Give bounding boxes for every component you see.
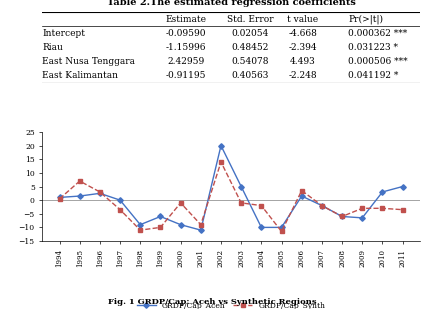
GRDP/Cap_Synth <box>138 228 143 232</box>
GRDP/Cap_Synth <box>77 179 82 183</box>
GRDP/Cap_Synth <box>117 208 123 212</box>
Text: -2.248: -2.248 <box>288 71 317 80</box>
Text: 0.000506 ***: 0.000506 *** <box>348 57 408 66</box>
Text: Intercept: Intercept <box>42 29 85 38</box>
Text: East Kalimantan: East Kalimantan <box>42 71 118 80</box>
GRDP/Cap_Aceh <box>178 223 183 226</box>
Text: 0.54078: 0.54078 <box>231 57 269 66</box>
Text: -0.91195: -0.91195 <box>165 71 206 80</box>
GRDP/Cap_Synth <box>57 197 62 201</box>
Text: 4.493: 4.493 <box>290 57 315 66</box>
GRDP/Cap_Aceh <box>259 226 264 229</box>
Text: Estimate: Estimate <box>165 15 206 24</box>
GRDP/Cap_Aceh <box>117 198 123 202</box>
Text: East Nusa Tenggara: East Nusa Tenggara <box>42 57 135 66</box>
GRDP/Cap_Aceh <box>319 204 324 207</box>
Text: 0.041192 *: 0.041192 * <box>348 71 399 80</box>
GRDP/Cap_Synth <box>360 206 365 210</box>
GRDP/Cap_Aceh <box>279 226 284 229</box>
Line: GRDP/Cap_Synth: GRDP/Cap_Synth <box>58 160 404 233</box>
Text: Std. Error: Std. Error <box>227 15 273 24</box>
GRDP/Cap_Synth <box>239 201 244 205</box>
Text: -0.09590: -0.09590 <box>165 29 206 38</box>
Text: 0.000362 ***: 0.000362 *** <box>348 29 407 38</box>
Text: 0.48452: 0.48452 <box>231 43 269 52</box>
GRDP/Cap_Aceh <box>400 185 405 188</box>
GRDP/Cap_Synth <box>340 215 345 218</box>
GRDP/Cap_Aceh <box>380 190 385 194</box>
GRDP/Cap_Synth <box>218 160 223 164</box>
GRDP/Cap_Aceh <box>77 194 82 198</box>
GRDP/Cap_Aceh <box>198 228 204 232</box>
Text: Riau: Riau <box>42 43 63 52</box>
GRDP/Cap_Aceh <box>239 185 244 188</box>
Text: -2.394: -2.394 <box>288 43 317 52</box>
GRDP/Cap_Aceh <box>218 144 223 147</box>
GRDP/Cap_Aceh <box>299 194 304 198</box>
GRDP/Cap_Synth <box>259 204 264 207</box>
GRDP/Cap_Synth <box>380 206 385 210</box>
GRDP/Cap_Synth <box>299 189 304 193</box>
GRDP/Cap_Synth <box>400 208 405 212</box>
GRDP/Cap_Aceh <box>158 215 163 218</box>
Line: GRDP/Cap_Aceh: GRDP/Cap_Aceh <box>58 144 404 232</box>
GRDP/Cap_Synth <box>178 201 183 205</box>
Text: Pr(>|t|): Pr(>|t|) <box>348 15 383 24</box>
Text: t value: t value <box>287 15 318 24</box>
Text: 0.02054: 0.02054 <box>231 29 269 38</box>
GRDP/Cap_Aceh <box>360 216 365 220</box>
GRDP/Cap_Aceh <box>138 223 143 226</box>
Legend: GRDP/Cap_Aceh, GRDP/Cap_Synth: GRDP/Cap_Aceh, GRDP/Cap_Synth <box>137 302 326 309</box>
GRDP/Cap_Synth <box>98 190 103 194</box>
Text: Table 2.The estimated regression coefficients: Table 2.The estimated regression coeffic… <box>107 0 355 7</box>
Text: 0.40563: 0.40563 <box>231 71 269 80</box>
GRDP/Cap_Synth <box>158 226 163 229</box>
Text: -1.15996: -1.15996 <box>165 43 206 52</box>
Text: 0.031223 *: 0.031223 * <box>348 43 398 52</box>
GRDP/Cap_Aceh <box>340 215 345 218</box>
GRDP/Cap_Synth <box>279 230 284 233</box>
GRDP/Cap_Aceh <box>98 192 103 195</box>
GRDP/Cap_Aceh <box>57 196 62 199</box>
Text: 2.42959: 2.42959 <box>167 57 204 66</box>
Text: -4.668: -4.668 <box>288 29 317 38</box>
GRDP/Cap_Synth <box>198 223 204 226</box>
GRDP/Cap_Synth <box>319 204 324 207</box>
Text: Fig. 1 GRDP/Cap: Aceh vs Synthetic Regions: Fig. 1 GRDP/Cap: Aceh vs Synthetic Regio… <box>108 298 316 306</box>
